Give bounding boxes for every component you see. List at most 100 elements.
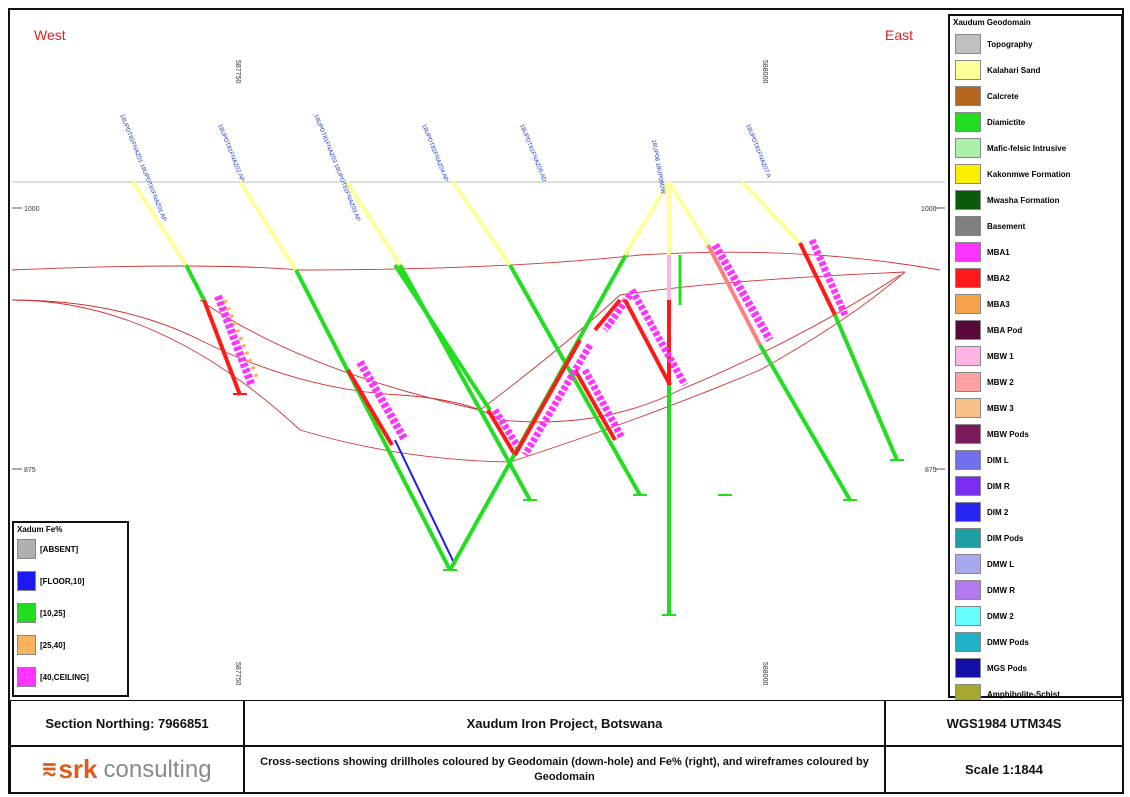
legend-label: Topography	[987, 39, 1033, 49]
legend-swatch	[955, 606, 981, 626]
fe-legend: Xadum Fe% [ABSENT] [FLOOR,10] [10,25] [25,4…	[12, 521, 129, 697]
legend-label: Mafic-felsic Intrusive	[987, 143, 1067, 153]
drillhole-6b-kalahari	[623, 180, 671, 257]
drillhole-labels: 18UPDT81FNAZ01 18UPDT81FNAZ01 AP 18UPDT8…	[118, 114, 771, 223]
legend-swatch	[955, 346, 981, 366]
legend-label: MBA1	[987, 247, 1010, 257]
legend-label: MBW Pods	[987, 429, 1029, 439]
legend-label: [FLOOR,10]	[40, 576, 85, 586]
drillhole-6b-fe-ceiling	[628, 288, 689, 387]
drillhole-7-mba2	[798, 242, 837, 316]
drillhole-3-fe-ceiling	[492, 408, 523, 452]
geodomain-legend-item: DMW 2	[955, 606, 1014, 626]
legend-swatch	[955, 632, 981, 652]
legend-label: [40,CEILING]	[40, 672, 89, 682]
legend-swatch	[955, 294, 981, 314]
legend-label: Calcrete	[987, 91, 1019, 101]
east-label: East	[885, 27, 913, 43]
fe-legend-item: [40,CEILING]	[17, 667, 89, 687]
easting-label-top-1: 587750	[234, 60, 241, 83]
legend-label: MBA3	[987, 299, 1010, 309]
drillhole-6c-kalahari	[667, 180, 710, 247]
legend-swatch	[955, 190, 981, 210]
drillholes	[131, 180, 904, 616]
geodomain-legend-item: DIM R	[955, 476, 1010, 496]
legend-swatch	[955, 528, 981, 548]
drillhole-4-kalahari	[451, 180, 512, 267]
legend-label: DMW 2	[987, 611, 1014, 621]
legend-label: Basement	[987, 221, 1026, 231]
drillhole-2-fe-floor	[394, 439, 456, 566]
legend-label: [ABSENT]	[40, 544, 79, 554]
map-frame	[8, 8, 1124, 794]
drillhole-label-3: 18UPDT81FNAZ03 18UPDT81FNAZ03 AP	[312, 114, 361, 223]
legend-label: MBW 3	[987, 403, 1014, 413]
legend-label: DMW Pods	[987, 637, 1029, 647]
logo-cell	[10, 746, 244, 793]
srk-mark-icon: ⩳	[42, 755, 57, 783]
drillhole-7-diamictite	[833, 314, 899, 461]
legend-label: MBA Pod	[987, 325, 1023, 335]
geodomain-legend-item: Kakonmwe Formation	[955, 164, 1071, 184]
geodomain-legend-item: MBW 1	[955, 346, 1014, 366]
legend-swatch	[955, 216, 981, 236]
legend-swatch	[955, 398, 981, 418]
legend-swatch	[955, 450, 981, 470]
legend-swatch	[955, 268, 981, 288]
easting-label-top-2: 588000	[761, 60, 768, 83]
drillhole-3-kalahari	[345, 180, 402, 267]
wireframe-base-kalahari	[11, 251, 941, 271]
legend-label: Kalahari Sand	[987, 65, 1041, 75]
geodomain-legend-item: Diamictite	[955, 112, 1025, 132]
legend-swatch	[955, 164, 981, 184]
drillhole-5-mba2	[513, 339, 582, 456]
legend-label: Diamictite	[987, 117, 1026, 127]
drillhole-2-diamictite	[294, 269, 452, 571]
legend-label: DIM 2	[987, 507, 1009, 517]
geodomain-legend-item: Mwasha Formation	[955, 190, 1059, 210]
drillhole-3-mba2	[486, 408, 517, 457]
drillhole-5-fe-ceiling	[521, 343, 594, 457]
drillhole-3b-diamictite	[393, 263, 492, 412]
easting-label-bottom-2: 588000	[761, 662, 768, 685]
geodomain-legend-item: MBW 3	[955, 398, 1014, 418]
geodomain-legend-item: MBW Pods	[955, 424, 1029, 444]
legend-swatch	[17, 539, 36, 559]
geodomain-legend-item: MGS Pods	[955, 658, 1027, 678]
legend-swatch	[955, 242, 981, 262]
drillhole-label-2: 18UPDT81FNAZ02 AP	[216, 124, 245, 183]
elevation-label-right-1000: 1000	[921, 206, 937, 213]
drillhole-label-5: 18UPDT81FNAZ05 AD	[518, 124, 547, 184]
geodomain-legend-item: Topography	[955, 34, 1033, 54]
fe-legend-item: [25,40]	[17, 635, 65, 655]
legend-swatch	[17, 667, 36, 687]
legend-label: Kakonmwe Formation	[987, 169, 1071, 179]
drillhole-2-fe-ceiling	[356, 360, 409, 442]
geodomain-legend-item: DMW L	[955, 554, 1014, 574]
legend-swatch	[955, 580, 981, 600]
fe-legend-item: [ABSENT]	[17, 539, 78, 559]
drillhole-label-4: 18UPDT81FNAZ04 AP	[420, 124, 449, 183]
drillhole-4-fe-ceiling	[581, 368, 626, 440]
geodomain-legend-item: DIM L	[955, 450, 1009, 470]
geodomain-legend: Xaudum Geodomain Topography Kalahari Sand…	[948, 14, 1123, 704]
geodomain-legend-item: Mafic-felsic Intrusive	[955, 138, 1066, 158]
wireframe-basal-contact	[11, 271, 906, 463]
drillhole-4-mba2	[573, 369, 617, 441]
wireframe-lower-contact	[11, 274, 901, 423]
legend-swatch	[17, 571, 36, 591]
drillhole-7-fe-ceiling	[808, 238, 849, 317]
drillhole-6b-mba2	[623, 299, 672, 386]
drillhole-5-upper-mba2	[593, 298, 622, 332]
legend-swatch	[955, 372, 981, 392]
coordinate-system: WGS1984 UTM34S	[885, 700, 1123, 746]
figure-description: Cross-sections showing drillholes colour…	[244, 746, 885, 793]
geodomain-legend-item: Calcrete	[955, 86, 1019, 106]
geodomain-legend-item: DMW Pods	[955, 632, 1029, 652]
drillhole-1-mba2	[202, 299, 242, 396]
geodomain-legend-item: MBA3	[955, 294, 1010, 314]
geodomain-legend-item: Basement	[955, 216, 1025, 236]
legend-label: Amphibolite-Schist	[987, 689, 1060, 699]
legend-label: MBA2	[987, 273, 1010, 283]
legend-label: MBW 2	[987, 377, 1014, 387]
